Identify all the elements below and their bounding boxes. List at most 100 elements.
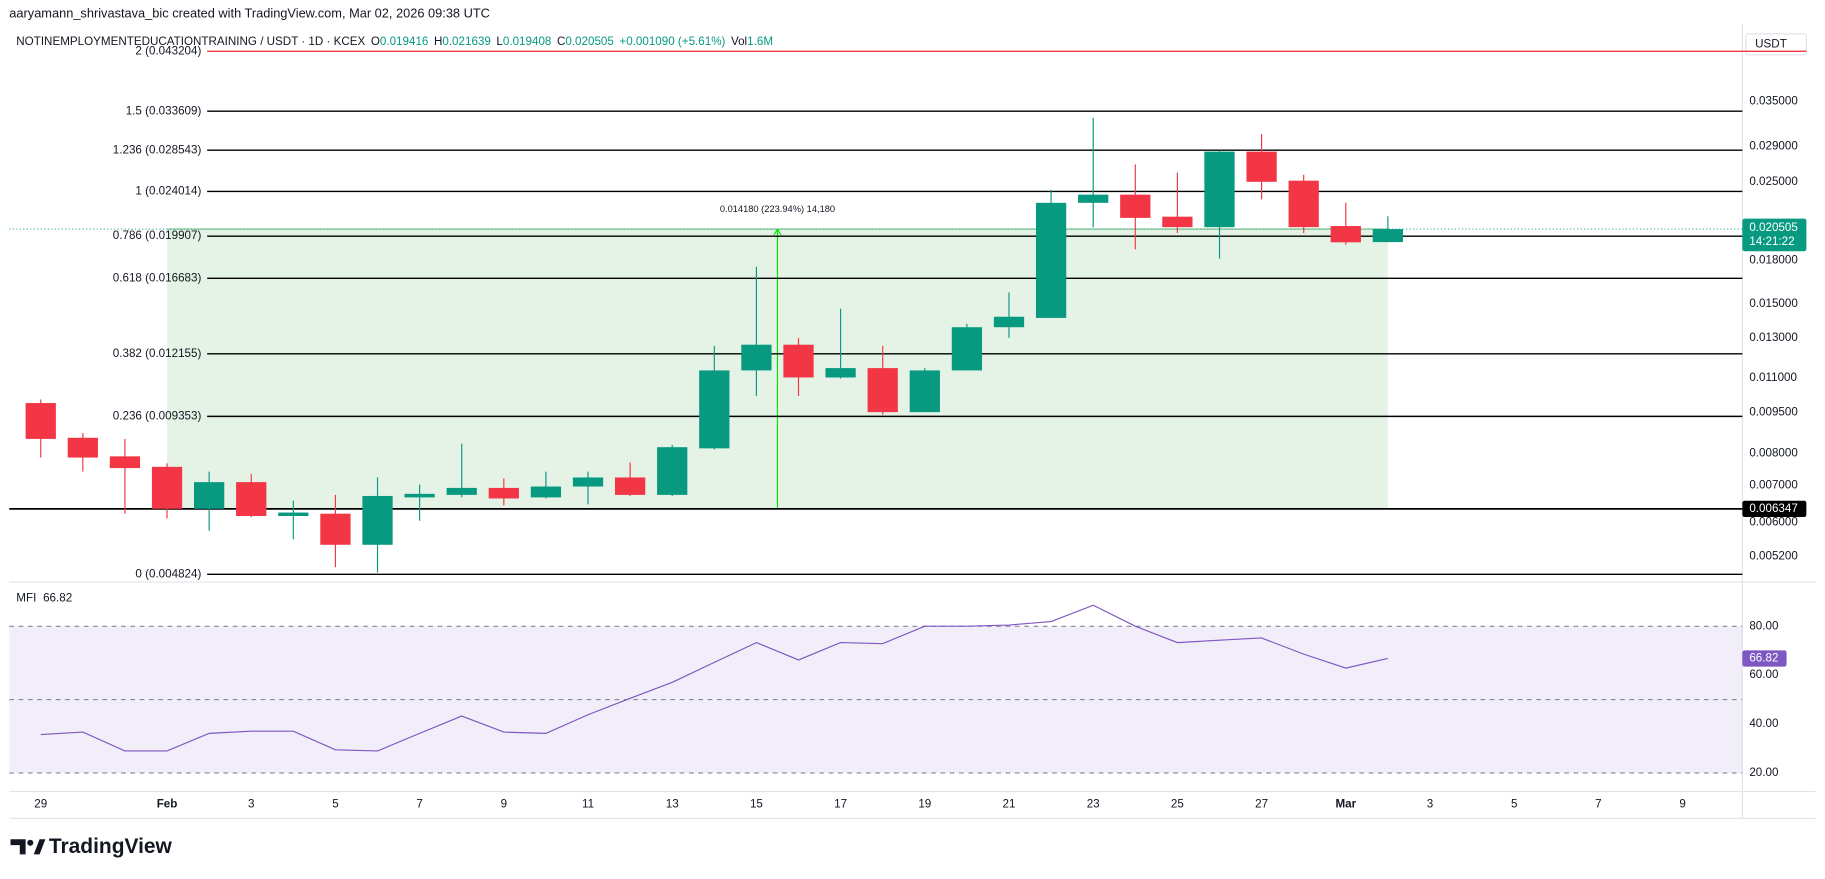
o-label: O bbox=[371, 35, 380, 48]
credit: aaryamann_shrivastava_bic created with T… bbox=[9, 5, 490, 20]
mfi-badge-label: 66.82 bbox=[1749, 652, 1778, 665]
measure-arrow-head bbox=[773, 227, 782, 236]
candle-body bbox=[993, 316, 1025, 328]
change: +0.001090 (+5.61%) bbox=[619, 35, 725, 48]
candle-body bbox=[109, 456, 141, 469]
y-tick-label: 0.006000 bbox=[1749, 515, 1798, 528]
candle-body bbox=[151, 466, 183, 509]
symbol-line: NOTINEMPLOYMENTEDUCATIONTRAINING / USDT … bbox=[16, 35, 773, 48]
fib-label: 1.5 (0.033609) bbox=[126, 104, 202, 117]
y-tick-label: 0.008000 bbox=[1749, 447, 1798, 460]
y-tick-label: 0.011000 bbox=[1749, 371, 1797, 384]
brand: TradingView bbox=[49, 835, 173, 858]
candle-body bbox=[1204, 151, 1235, 228]
candle-body bbox=[1330, 226, 1361, 243]
y-tick-label: 0.035000 bbox=[1749, 95, 1798, 108]
y-tick-label: 0.009500 bbox=[1749, 406, 1798, 419]
candle-body bbox=[362, 495, 393, 545]
candle-body bbox=[320, 513, 351, 545]
y-tick-label: 0.013000 bbox=[1749, 331, 1798, 344]
candle-body bbox=[657, 447, 688, 495]
candle-body bbox=[741, 344, 772, 371]
mfi-label: MFI bbox=[16, 591, 36, 604]
o-value: 0.019416 bbox=[380, 35, 429, 48]
candle-body bbox=[909, 370, 940, 413]
candle-body bbox=[1246, 151, 1277, 182]
y-tick-label: 0.015000 bbox=[1749, 297, 1798, 310]
last-price-badge bbox=[1742, 218, 1807, 252]
candle-body bbox=[1372, 229, 1404, 243]
vol-label: Vol bbox=[731, 35, 747, 48]
x-tick-label: Feb bbox=[157, 797, 178, 810]
candle-body bbox=[572, 477, 604, 487]
x-tick-label: 9 bbox=[501, 797, 507, 810]
x-tick-label: 7 bbox=[1595, 797, 1601, 810]
candle-body bbox=[825, 368, 856, 378]
mfi-line bbox=[40, 604, 1388, 752]
y-tick-label: 0.005200 bbox=[1749, 550, 1798, 563]
x-tick-label: 11 bbox=[582, 797, 594, 810]
measure-label: 0.014180 (223.94%) 14,180 bbox=[720, 204, 835, 214]
candle-body bbox=[951, 327, 983, 371]
fib-label: 0.786 (0.019907) bbox=[113, 229, 202, 242]
candle-body bbox=[25, 403, 56, 439]
candle-body bbox=[404, 493, 435, 498]
x-tick-label: 27 bbox=[1255, 797, 1268, 810]
x-tick-label: 15 bbox=[750, 797, 763, 810]
h-label: H bbox=[434, 35, 442, 48]
last-price-label: 0.020505 bbox=[1749, 221, 1798, 234]
candle-body bbox=[1288, 180, 1319, 228]
currency: USDT bbox=[1755, 37, 1787, 50]
hline-badge-label: 0.006347 bbox=[1749, 502, 1798, 515]
mfi-value: 66.82 bbox=[43, 591, 72, 604]
y-tick-label: 40.00 bbox=[1749, 717, 1779, 730]
fib-label: 0.236 (0.009353) bbox=[113, 409, 202, 422]
candle-body bbox=[67, 437, 98, 458]
symbol: NOTINEMPLOYMENTEDUCATIONTRAINING / USDT … bbox=[16, 35, 365, 48]
fib-label: 2 (0.043204) bbox=[135, 44, 201, 57]
x-tick-label: 5 bbox=[1511, 797, 1517, 810]
x-tick-label: 23 bbox=[1087, 797, 1100, 810]
candle-body bbox=[699, 370, 730, 449]
candle-body bbox=[1035, 202, 1067, 318]
y-tick-label: 20.00 bbox=[1749, 766, 1779, 779]
x-tick-label: 17 bbox=[834, 797, 847, 810]
candle-body bbox=[193, 482, 225, 509]
h-value: 0.021639 bbox=[442, 35, 491, 48]
y-tick-label: 0.018000 bbox=[1749, 253, 1798, 266]
candle-body bbox=[278, 512, 309, 517]
x-tick-label: Mar bbox=[1335, 797, 1356, 810]
y-tick-label: 80.00 bbox=[1749, 619, 1779, 632]
y-tick-label: 0.029000 bbox=[1749, 139, 1798, 152]
x-tick-label: 13 bbox=[666, 797, 679, 810]
candle-body bbox=[236, 482, 267, 517]
candle-body bbox=[867, 368, 898, 413]
y-tick-label: 0.007000 bbox=[1749, 479, 1798, 492]
l-label: L bbox=[496, 35, 503, 48]
fib-label: 1 (0.024014) bbox=[135, 184, 201, 197]
fib-label: 0.382 (0.012155) bbox=[113, 347, 202, 360]
fib-label: 0.618 (0.016683) bbox=[113, 271, 202, 284]
candle-body bbox=[614, 477, 646, 495]
l-value: 0.019408 bbox=[503, 35, 552, 48]
y-tick-label: 0.025000 bbox=[1749, 175, 1798, 188]
x-tick-label: 3 bbox=[248, 797, 254, 810]
candle-body bbox=[446, 487, 477, 495]
candle-body bbox=[1162, 216, 1193, 228]
x-tick-label: 9 bbox=[1679, 797, 1685, 810]
candle-body bbox=[783, 344, 814, 378]
fib-label: 0 (0.004824) bbox=[135, 567, 201, 580]
countdown: 14:21:22 bbox=[1749, 235, 1794, 248]
hline-badge bbox=[1742, 500, 1807, 518]
candle-body bbox=[530, 486, 562, 498]
logo-mark bbox=[33, 839, 46, 855]
x-tick-label: 25 bbox=[1171, 797, 1184, 810]
candle-body bbox=[1120, 194, 1151, 218]
candle-body bbox=[488, 487, 519, 499]
mfi-badge bbox=[1742, 650, 1787, 667]
x-tick-label: 21 bbox=[1003, 797, 1016, 810]
x-tick-label: 5 bbox=[332, 797, 338, 810]
